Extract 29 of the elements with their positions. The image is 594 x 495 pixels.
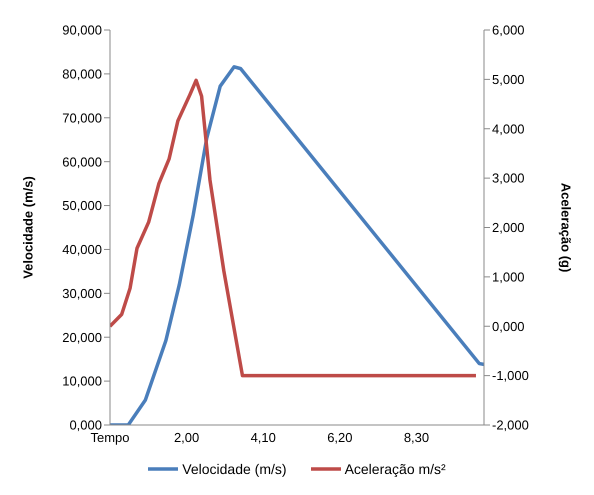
y-tick-label: 90,000 (62, 22, 102, 38)
x-tick-label: 8,30 (404, 430, 430, 446)
x-tick-label: 6,20 (327, 430, 353, 446)
y2-tick-label: 6,000 (492, 22, 525, 38)
y2-tick-label: -2,000 (492, 418, 529, 433)
x-tick-label: 2,00 (174, 430, 200, 446)
y2-tick-label: 1,000 (492, 269, 525, 284)
x-tick-label: Tempo (90, 430, 130, 446)
line-series (110, 78, 478, 378)
y2-tick-label: -1,000 (492, 368, 529, 384)
y-tick-label: 70,000 (62, 110, 102, 126)
legend-label: Velocidade (m/s) (182, 461, 287, 477)
y-axis-title: Velocidade (m/s) (20, 176, 36, 279)
y-tick-label: 0,000 (69, 418, 102, 433)
y2-tick-label: 3,000 (492, 170, 525, 186)
y-tick-label: 30,000 (62, 286, 102, 301)
y-tick-label: 40,000 (62, 242, 102, 258)
legend-label: Aceleração m/s² (344, 461, 446, 477)
y-tick-label: 80,000 (62, 66, 102, 82)
y-tick-label: 50,000 (62, 198, 102, 214)
y-tick-label: 60,000 (62, 154, 102, 170)
y-tick-label: 20,000 (62, 330, 102, 345)
x-tick-label: 4,10 (250, 430, 276, 446)
y2-tick-label: 2,000 (492, 220, 525, 236)
y-tick-label: 10,000 (62, 374, 102, 389)
y2-tick-label: 5,000 (492, 72, 525, 87)
y2-tick-label: 0,000 (492, 318, 525, 334)
y2-tick-label: 4,000 (492, 121, 525, 136)
y2-axis-title: Aceleração (g) (558, 182, 574, 272)
